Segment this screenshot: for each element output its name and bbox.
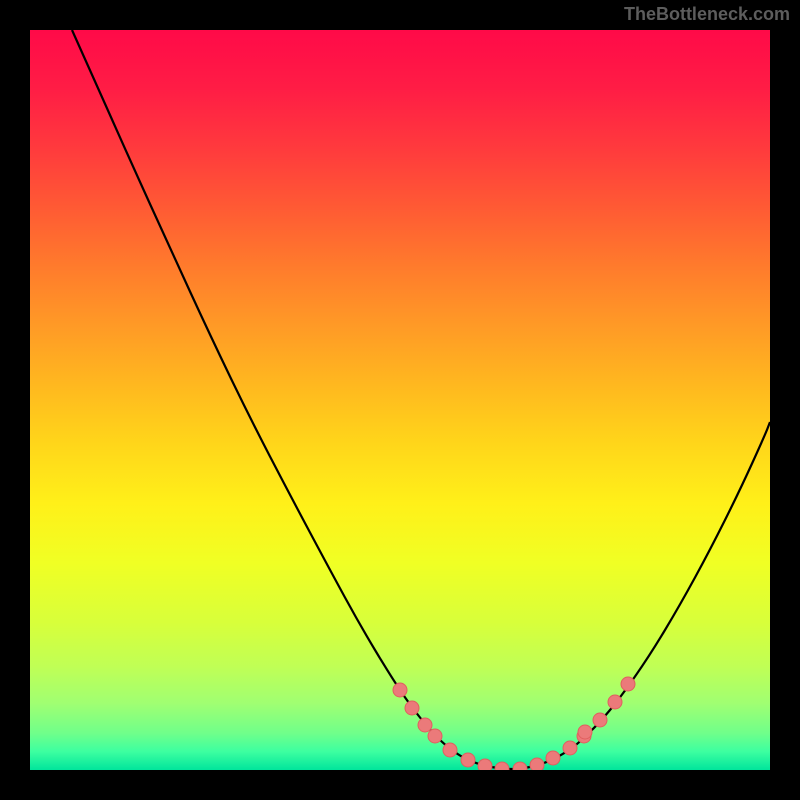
data-marker bbox=[546, 751, 560, 765]
data-marker bbox=[608, 695, 622, 709]
data-marker bbox=[405, 701, 419, 715]
data-marker bbox=[428, 729, 442, 743]
data-markers-group bbox=[393, 677, 635, 770]
data-marker bbox=[563, 741, 577, 755]
curve-layer bbox=[30, 30, 770, 770]
data-marker bbox=[461, 753, 475, 767]
data-marker bbox=[530, 758, 544, 770]
data-marker bbox=[393, 683, 407, 697]
data-marker bbox=[513, 762, 527, 770]
data-marker bbox=[621, 677, 635, 691]
data-marker bbox=[495, 762, 509, 770]
plot-area bbox=[30, 30, 770, 770]
data-marker bbox=[418, 718, 432, 732]
data-marker bbox=[443, 743, 457, 757]
data-marker bbox=[478, 759, 492, 770]
chart-container: TheBottleneck.com bbox=[0, 0, 800, 800]
data-marker bbox=[578, 725, 592, 739]
bottleneck-curve bbox=[72, 30, 770, 769]
watermark-text: TheBottleneck.com bbox=[624, 4, 790, 25]
data-marker bbox=[593, 713, 607, 727]
